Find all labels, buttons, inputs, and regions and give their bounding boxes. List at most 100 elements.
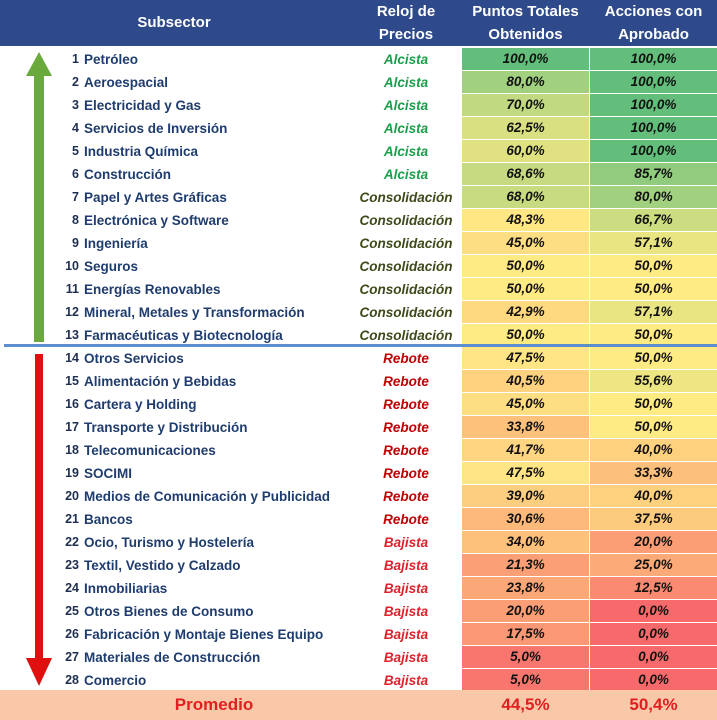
price-clock-trend: Alcista [383, 167, 429, 182]
table-row: 8 Electrónica y Software Consolidación 48,3… [0, 209, 717, 232]
price-clock-trend: Bajista [383, 673, 429, 688]
puntos-totales-cell: 45,0% [462, 232, 589, 255]
green-up-arrow-icon [26, 52, 52, 342]
table-row: 12 Mineral, Metales y Transformación Conso… [0, 301, 717, 324]
price-clock-trend: Consolidación [359, 213, 453, 228]
row-number: 23 [65, 558, 79, 572]
row-number: 11 [65, 282, 79, 296]
header-puntos-totales: Puntos Totales Obtenidos [462, 0, 589, 46]
subsector-name: Telecomunicaciones [84, 443, 216, 458]
acciones-aprobado-cell: 37,5% [590, 508, 717, 531]
subsector-name: Materiales de Construcción [84, 650, 261, 665]
subsector-name: Textil, Vestido y Calzado [84, 558, 241, 573]
acciones-aprobado-cell: 50,0% [590, 347, 717, 370]
puntos-totales-cell: 60,0% [462, 140, 589, 163]
acciones-aprobado-cell: 50,0% [590, 324, 717, 347]
row-number: 12 [65, 305, 79, 319]
header-puntos-line2: Obtenidos [488, 26, 563, 43]
acciones-aprobado-cell: 0,0% [590, 623, 717, 646]
row-number: 22 [65, 535, 79, 549]
acciones-aprobado-cell: 55,6% [590, 370, 717, 393]
puntos-totales-cell: 62,5% [462, 117, 589, 140]
acciones-aprobado-cell: 40,0% [590, 485, 717, 508]
acciones-aprobado-cell: 20,0% [590, 531, 717, 554]
average-row: Promedio 44,5% 50,4% [0, 690, 717, 720]
price-clock-trend: Rebote [383, 489, 429, 504]
subsector-name: Mineral, Metales y Transformación [84, 305, 305, 320]
average-label: Promedio [174, 695, 254, 714]
price-clock-trend: Consolidación [359, 259, 453, 274]
table-row: 7 Papel y Artes Gráficas Consolidación 68,0… [0, 186, 717, 209]
table-row: 20 Medios de Comunicación y Publicidad Reb… [0, 485, 717, 508]
row-number: 15 [65, 374, 79, 388]
table-row: 21 Bancos Rebote 30,6% 37,5% [0, 508, 717, 531]
row-number: 2 [72, 75, 79, 89]
puntos-totales-cell: 45,0% [462, 393, 589, 416]
price-clock-trend: Rebote [383, 420, 429, 435]
puntos-totales-cell: 23,8% [462, 577, 589, 600]
price-clock-trend: Bajista [383, 650, 429, 665]
table-row: 15 Alimentación y Bebidas Rebote 40,5% 55,6% [0, 370, 717, 393]
table-row: 28 Comercio Bajista 5,0% 0,0% [0, 669, 717, 692]
subsector-name: Farmacéuticas y Biotecnología [84, 328, 283, 343]
acciones-aprobado-cell: 85,7% [590, 163, 717, 186]
acciones-aprobado-cell: 100,0% [590, 117, 717, 140]
table-row: 17 Transporte y Distribución Rebote 33,8% 50… [0, 416, 717, 439]
table-row: 25 Otros Bienes de Consumo Bajista 20,0% 0,0… [0, 600, 717, 623]
price-clock-trend: Bajista [383, 558, 429, 573]
table-row: 26 Fabricación y Montaje Bienes Equipo Baj… [0, 623, 717, 646]
price-clock-trend: Rebote [383, 512, 429, 527]
average-acciones: 50,4% [629, 695, 678, 714]
puntos-totales-cell: 68,6% [462, 163, 589, 186]
table-row: 24 Inmobiliarias Bajista 23,8% 12,5% [0, 577, 717, 600]
header-reloj-line1: Reloj de [376, 3, 436, 20]
price-clock-trend: Rebote [383, 443, 429, 458]
row-number: 1 [72, 52, 79, 66]
puntos-totales-cell: 39,0% [462, 485, 589, 508]
row-number: 10 [65, 259, 79, 273]
subsector-name: Industria Química [84, 144, 199, 159]
table-row: 19 SOCIMI Rebote 47,5% 33,3% [0, 462, 717, 485]
header-reloj-precios: Reloj de Precios [352, 0, 460, 46]
puntos-totales-cell: 47,5% [462, 347, 589, 370]
table-row: 18 Telecomunicaciones Rebote 41,7% 40,0% [0, 439, 717, 462]
price-clock-trend: Rebote [383, 351, 429, 366]
subsector-name: Fabricación y Montaje Bienes Equipo [84, 627, 324, 642]
table-row: 11 Energías Renovables Consolidación 50,0% 5… [0, 278, 717, 301]
acciones-aprobado-cell: 50,0% [590, 255, 717, 278]
price-clock-trend: Consolidación [359, 305, 453, 320]
acciones-aprobado-cell: 50,0% [590, 416, 717, 439]
acciones-aprobado-cell: 50,0% [590, 278, 717, 301]
subsector-name: Medios de Comunicación y Publicidad [84, 489, 331, 504]
subsector-name: SOCIMI [84, 466, 133, 481]
acciones-aprobado-cell: 57,1% [590, 301, 717, 324]
table-row: 6 Construcción Alcista 68,6% 85,7% [0, 163, 717, 186]
header-reloj-line2: Precios [378, 26, 434, 43]
subsector-name: Ocio, Turismo y Hostelería [84, 535, 255, 550]
price-clock-trend: Bajista [383, 535, 429, 550]
price-clock-trend: Alcista [383, 52, 429, 67]
row-number: 25 [65, 604, 79, 618]
trend-divider-line [4, 344, 717, 347]
puntos-totales-cell: 21,3% [462, 554, 589, 577]
subsector-name: Seguros [84, 259, 139, 274]
price-clock-trend: Consolidación [359, 282, 453, 297]
red-down-arrow-icon [26, 354, 52, 686]
price-clock-trend: Bajista [383, 627, 429, 642]
puntos-totales-cell: 48,3% [462, 209, 589, 232]
price-clock-trend: Consolidación [359, 328, 453, 343]
subsector-name: Cartera y Holding [84, 397, 197, 412]
price-clock-trend: Consolidación [359, 190, 453, 205]
table-row: 2 Aeroespacial Alcista 80,0% 100,0% [0, 71, 717, 94]
table-row: 13 Farmacéuticas y Biotecnología Consolida… [0, 324, 717, 347]
puntos-totales-cell: 40,5% [462, 370, 589, 393]
row-number: 27 [65, 650, 79, 664]
puntos-totales-cell: 5,0% [462, 669, 589, 692]
table-row: 9 Ingeniería Consolidación 45,0% 57,1% [0, 232, 717, 255]
subsector-name: Otros Bienes de Consumo [84, 604, 254, 619]
puntos-totales-cell: 41,7% [462, 439, 589, 462]
table-row: 1 Petróleo Alcista 100,0% 100,0% [0, 48, 717, 71]
acciones-aprobado-cell: 25,0% [590, 554, 717, 577]
table-row: 3 Electricidad y Gas Alcista 70,0% 100,0% [0, 94, 717, 117]
puntos-totales-cell: 47,5% [462, 462, 589, 485]
